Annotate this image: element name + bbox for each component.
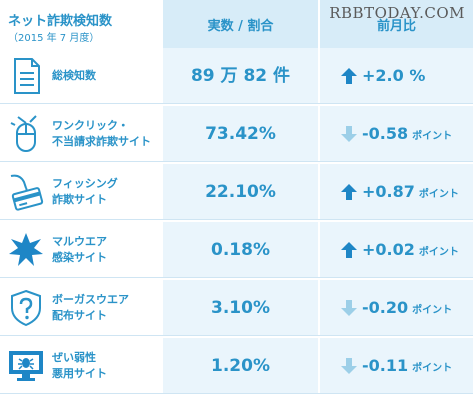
row-ratio-cell: 22.10% (163, 164, 318, 220)
row-label-cell: マルウエア 感染サイト (0, 222, 160, 278)
document-icon (14, 58, 40, 94)
row-ratio-value: 22.10% (205, 182, 276, 202)
arrow-down-icon (341, 300, 357, 316)
question-shield-icon (11, 289, 41, 327)
table-row: ぜい弱性 悪用サイト 1.20% -0.11 ポイント (0, 338, 473, 394)
row-change-cell: +0.02 ポイント (320, 222, 473, 278)
row-label-line1: フィッシング (52, 177, 118, 190)
column-header-change: 前月比 (376, 19, 416, 34)
row-change-value: +0.87 ポイント (362, 164, 459, 220)
table-row: マルウエア 感染サイト 0.18% +0.02 ポイント (0, 222, 473, 278)
table-title: ネット詐欺検知数 (8, 14, 113, 29)
row-label: マルウエア 感染サイト (52, 222, 107, 278)
row-label-line1: マルウエア (52, 235, 107, 248)
arrow-down-icon (341, 126, 357, 142)
change-number: +0.87 (362, 182, 415, 201)
row-change-value: -0.20 ポイント (362, 280, 452, 336)
malware-burst-icon (9, 233, 43, 266)
row-divider (0, 103, 473, 104)
change-number: -0.58 (362, 124, 409, 143)
row-change-value: -0.11 ポイント (362, 338, 452, 394)
header-change-cell: 前月比 (320, 0, 473, 48)
row-ratio-value: 73.42% (205, 124, 276, 144)
change-unit: ポイント (412, 305, 453, 316)
change-unit: ポイント (418, 247, 459, 258)
row-label-cell: 総検知数 (0, 48, 160, 104)
row-label-cell: フィッシング 詐欺サイト (0, 164, 160, 220)
mouse-click-icon (10, 115, 37, 152)
row-label-line2: 悪用サイト (52, 367, 107, 380)
row-label-line1: ワンクリック・ (52, 119, 129, 132)
row-label: ボーガスウエア 配布サイト (52, 280, 129, 336)
arrow-up-icon (341, 184, 357, 200)
row-divider (0, 393, 473, 394)
row-change-cell: -0.20 ポイント (320, 280, 473, 336)
change-number: +2.0 % (362, 66, 426, 85)
row-label: ぜい弱性 悪用サイト (52, 338, 107, 394)
row-change-cell: -0.58 ポイント (320, 106, 473, 162)
column-header-ratio: 実数 / 割合 (207, 19, 274, 34)
row-ratio-value: 0.18% (211, 240, 270, 260)
row-ratio-value: 89 万 82 件 (190, 66, 291, 86)
table-row: フィッシング 詐欺サイト 22.10% +0.87 ポイント (0, 164, 473, 220)
row-ratio-value: 3.10% (211, 298, 270, 318)
row-label-line2: 詐欺サイト (52, 193, 107, 206)
change-number: -0.11 (362, 356, 409, 375)
row-label: フィッシング 詐欺サイト (52, 164, 118, 220)
row-label-cell: ぜい弱性 悪用サイト (0, 338, 160, 394)
row-label-cell: ワンクリック・ 不当請求詐欺サイト (0, 106, 160, 162)
monitor-bug-icon (9, 351, 43, 381)
change-number: -0.20 (362, 298, 409, 317)
table-row: ワンクリック・ 不当請求詐欺サイト 73.42% -0.58 ポイント (0, 106, 473, 162)
row-divider (0, 219, 473, 220)
change-unit: ポイント (412, 131, 453, 142)
row-label-cell: ボーガスウエア 配布サイト (0, 280, 160, 336)
arrow-up-icon (341, 242, 357, 258)
row-label-line1: ぜい弱性 (52, 351, 96, 364)
row-label-line2: 感染サイト (52, 251, 107, 264)
row-label-line2: 配布サイト (52, 309, 107, 322)
row-label-line1: 総検知数 (52, 69, 96, 82)
row-change-cell: -0.11 ポイント (320, 338, 473, 394)
change-unit: ポイント (412, 363, 453, 374)
row-divider (0, 161, 473, 162)
arrow-up-icon (341, 68, 357, 84)
table-row: 総検知数 89 万 82 件 +2.0 % (0, 48, 473, 104)
row-change-cell: +0.87 ポイント (320, 164, 473, 220)
row-label: ワンクリック・ 不当請求詐欺サイト (52, 106, 151, 162)
row-ratio-cell: 73.42% (163, 106, 318, 162)
fishing-card-icon (10, 174, 44, 211)
row-change-value: +0.02 ポイント (362, 222, 459, 278)
table-subtitle: （2015 年 7 月度） (8, 33, 100, 44)
change-unit: ポイント (418, 189, 459, 200)
row-divider (0, 335, 473, 336)
row-change-value: -0.58 ポイント (362, 106, 452, 162)
row-change-cell: +2.0 % (320, 48, 473, 104)
row-label-line2: 不当請求詐欺サイト (52, 135, 151, 148)
row-divider (0, 277, 473, 278)
change-number: +0.02 (362, 240, 415, 259)
row-label-line1: ボーガスウエア (52, 293, 129, 306)
table-row: ボーガスウエア 配布サイト 3.10% -0.20 ポイント (0, 280, 473, 336)
row-ratio-cell: 89 万 82 件 (163, 48, 318, 104)
row-change-value: +2.0 % (362, 48, 425, 104)
site-watermark: RBBTODAY.COM (329, 4, 465, 22)
row-ratio-value: 1.20% (211, 356, 270, 376)
row-ratio-cell: 0.18% (163, 222, 318, 278)
header-ratio-cell: 実数 / 割合 (163, 0, 318, 48)
row-ratio-cell: 3.10% (163, 280, 318, 336)
arrow-down-icon (341, 358, 357, 374)
header-label-cell: ネット詐欺検知数 （2015 年 7 月度） (0, 0, 160, 48)
row-label: 総検知数 (52, 48, 96, 104)
row-ratio-cell: 1.20% (163, 338, 318, 394)
